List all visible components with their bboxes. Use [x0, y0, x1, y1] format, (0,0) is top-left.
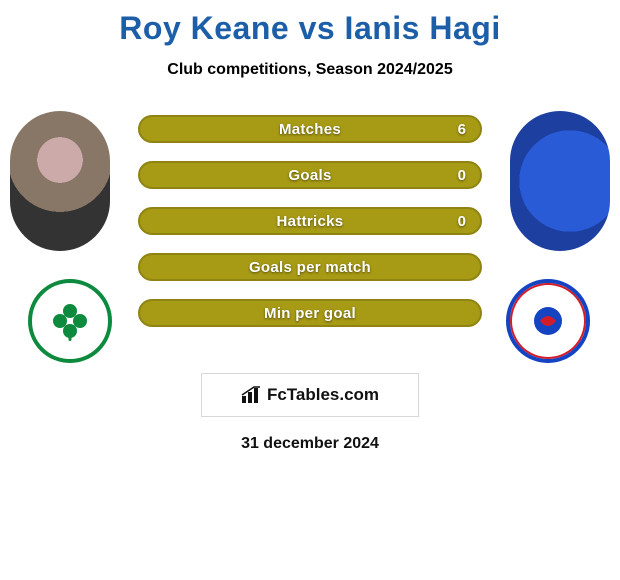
- club-badge-right: [506, 279, 590, 363]
- stat-bar-hattricks: Hattricks 0: [138, 207, 482, 235]
- club-badge-left-ring: [28, 279, 112, 363]
- club-badge-left: [28, 279, 112, 363]
- brand-prefix: Fc: [267, 385, 287, 404]
- comparison-area: Matches 6 Goals 0 Hattricks 0 Goals per …: [0, 109, 620, 369]
- stat-bar-matches: Matches 6: [138, 115, 482, 143]
- stat-value: 0: [458, 213, 466, 230]
- player-right-photo: [510, 111, 610, 251]
- stat-value: 6: [458, 121, 466, 138]
- page-title: Roy Keane vs Ianis Hagi: [0, 0, 620, 47]
- club-badge-right-ring: [506, 279, 590, 363]
- stat-bar-goals: Goals 0: [138, 161, 482, 189]
- stat-label: Hattricks: [277, 213, 344, 230]
- footer-date: 31 december 2024: [0, 435, 620, 453]
- clover-icon: [46, 297, 94, 345]
- footer-brand-card: FcTables.com: [201, 373, 419, 417]
- player-left-photo: [10, 111, 110, 251]
- subtitle: Club competitions, Season 2024/2025: [0, 61, 620, 79]
- stat-value: 0: [458, 167, 466, 184]
- lion-crest-icon: [526, 299, 570, 343]
- stat-label: Goals: [288, 167, 331, 184]
- stat-bar-min-per-goal: Min per goal: [138, 299, 482, 327]
- stat-label: Min per goal: [264, 305, 356, 322]
- bar-chart-icon: [241, 386, 263, 404]
- stat-label: Goals per match: [249, 259, 371, 276]
- stat-bar-goals-per-match: Goals per match: [138, 253, 482, 281]
- stat-label: Matches: [279, 121, 341, 138]
- brand-suffix: Tables.com: [287, 385, 379, 404]
- brand-text: FcTables.com: [267, 385, 379, 405]
- stat-bars: Matches 6 Goals 0 Hattricks 0 Goals per …: [138, 115, 482, 345]
